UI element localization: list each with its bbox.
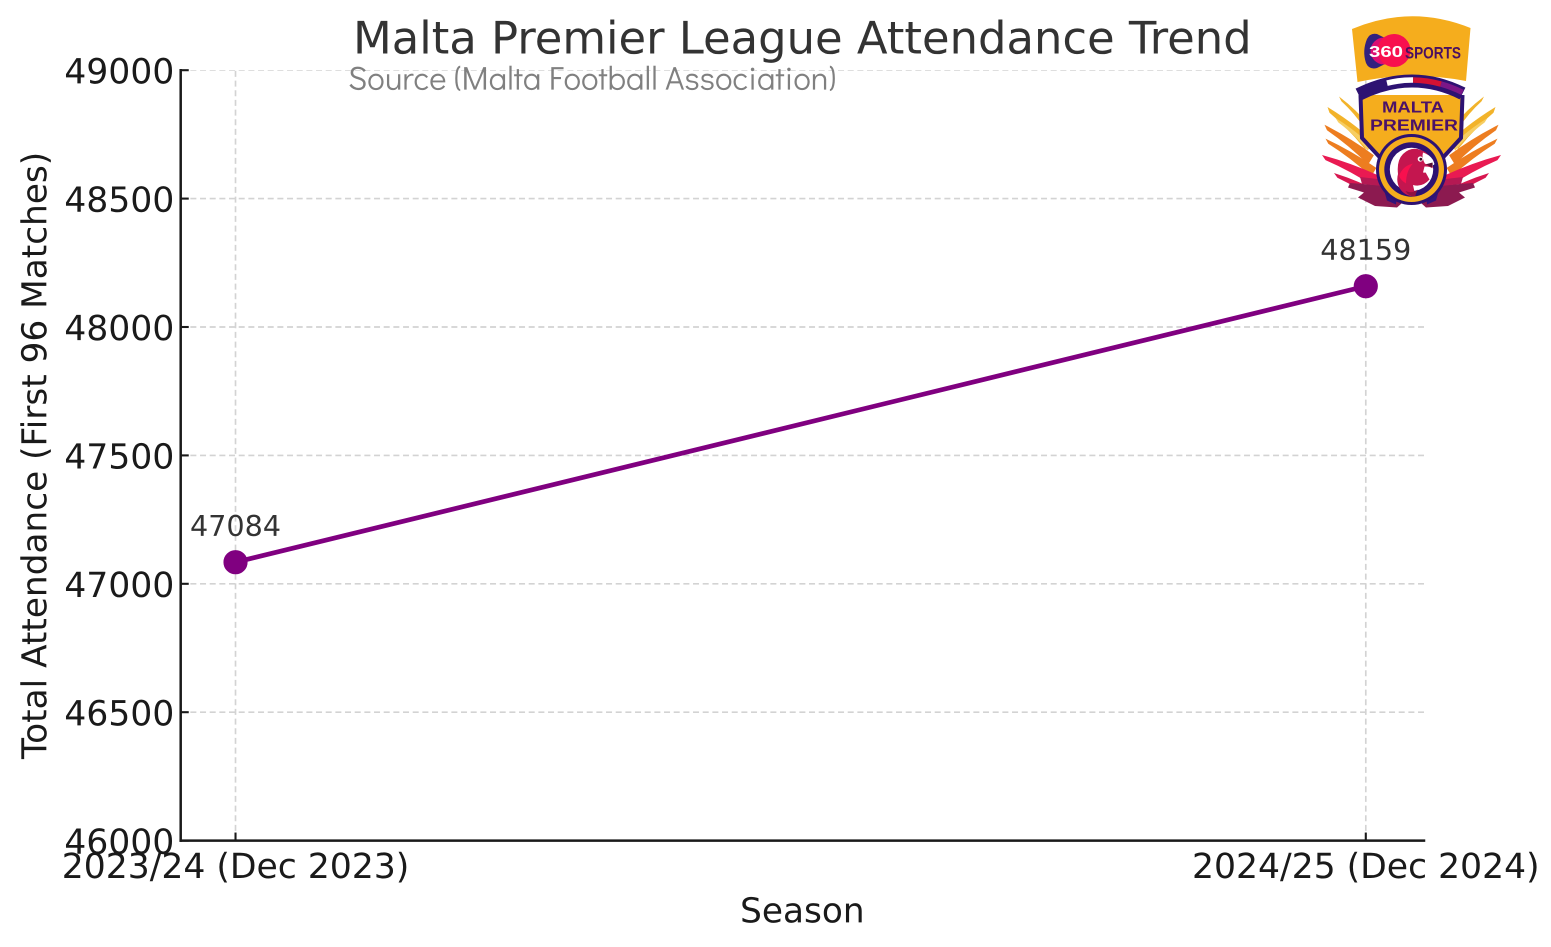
svg-text:PREMIER: PREMIER xyxy=(1370,118,1459,135)
svg-text:360: 360 xyxy=(1369,44,1403,61)
svg-text:MALTA: MALTA xyxy=(1382,100,1445,117)
svg-text:SPORTS: SPORTS xyxy=(1405,45,1461,63)
